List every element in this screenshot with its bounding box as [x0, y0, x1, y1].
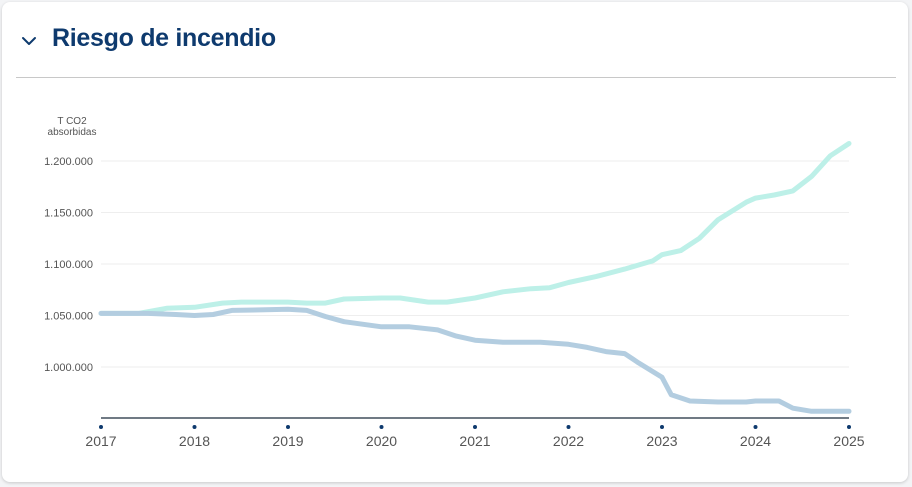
y-tick-label: 1.100.000 [44, 259, 93, 271]
x-tick-dot [566, 425, 571, 429]
y-tick-label: 1.200.000 [44, 156, 93, 168]
series-line-1 [98, 141, 852, 316]
series [98, 141, 852, 414]
x-tick-dot [286, 425, 290, 429]
x-tick-dot [192, 425, 197, 429]
x-tick-dot [99, 425, 103, 429]
x-tick-dot [660, 425, 664, 429]
x-tick-label: 2020 [366, 433, 397, 449]
y-tick-label: 1.050.000 [44, 311, 93, 323]
x-tick-label: 2024 [740, 433, 771, 449]
x-tick-label: 2023 [646, 433, 677, 449]
y-axis-label-line: T CO2 [57, 116, 87, 127]
x-axis: 2017 2018 2019 2020 2021 2022 2023 2024 2025 [85, 417, 865, 449]
series-line-2 [98, 306, 852, 414]
x-tick-label: 2019 [272, 433, 303, 449]
grid [101, 160, 849, 368]
y-tick-label: 1.150.000 [44, 208, 93, 220]
fire-risk-card: Riesgo de incendio T CO2 absorbidas 1.000… [2, 2, 908, 482]
y-axis: 1.000.000 1.050.000 1.100.000 1.150.000 1.20… [44, 156, 93, 374]
y-axis-label-line: absorbidas [48, 127, 97, 138]
x-tick-label: 2018 [179, 433, 210, 449]
x-tick-label: 2017 [85, 433, 116, 449]
x-tick-dot [753, 425, 758, 429]
card-header[interactable]: Riesgo de incendio [16, 2, 896, 78]
x-tick-label: 2021 [459, 433, 490, 449]
section-title: Riesgo de incendio [52, 24, 276, 52]
x-tick-dot [473, 425, 477, 429]
x-tick-label: 2025 [833, 433, 864, 449]
x-tick-dot [379, 425, 384, 429]
chevron-down-icon[interactable] [20, 32, 38, 50]
x-tick-dot [847, 425, 851, 429]
x-tick-label: 2022 [553, 433, 584, 449]
y-tick-label: 1.000.000 [44, 362, 93, 374]
